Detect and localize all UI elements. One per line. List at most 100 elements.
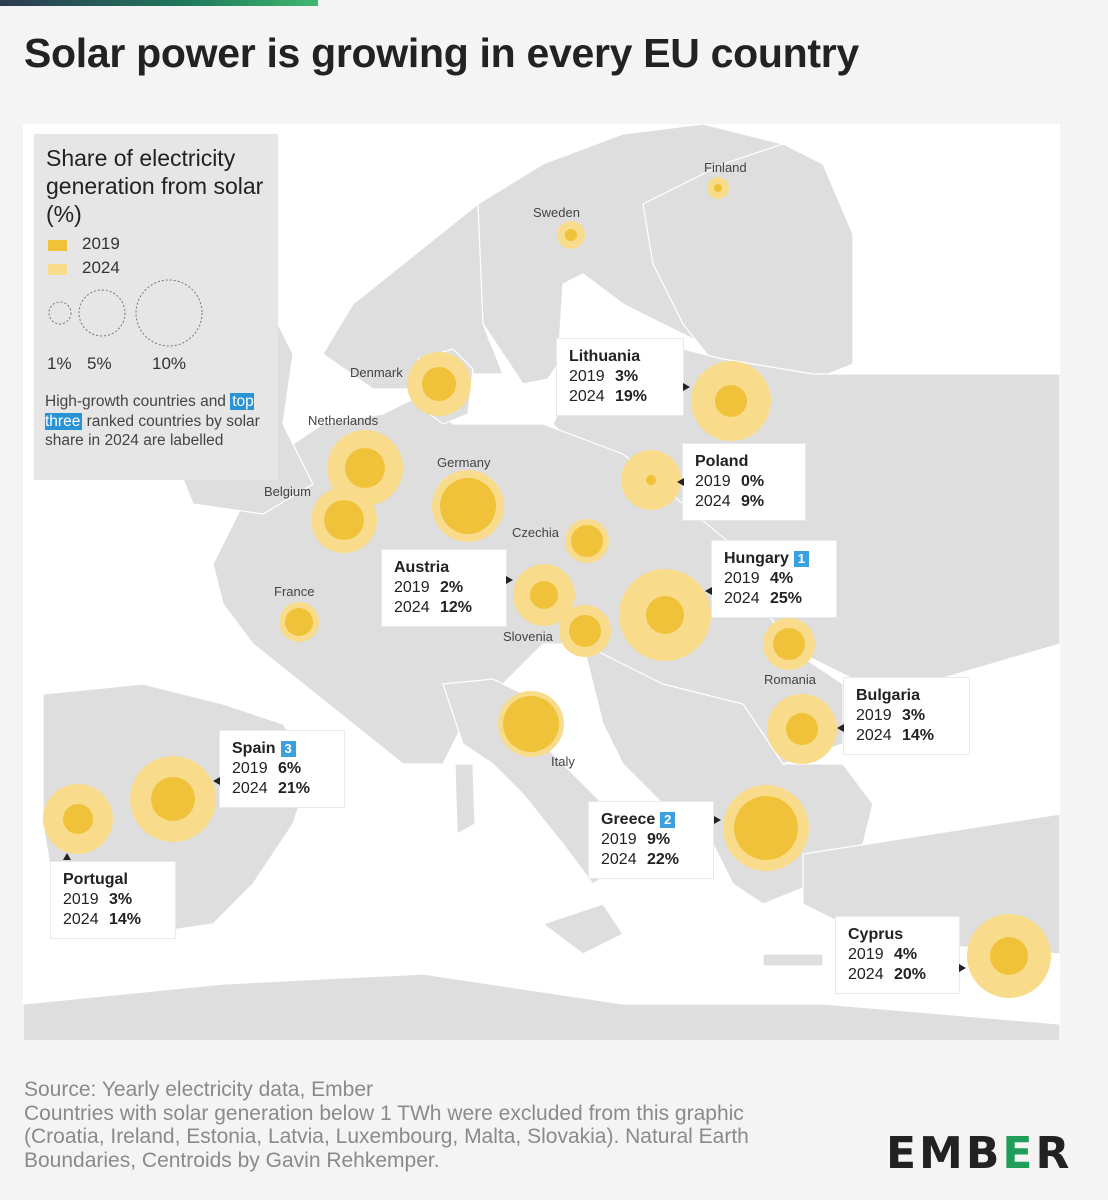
legend-note: High-growth countries and top three rank… [45, 392, 270, 451]
bubble-2019-poland [646, 475, 656, 485]
row-2019: 2019 3% [63, 891, 163, 909]
legend-circle-1pct [48, 301, 72, 325]
value-2019: 3% [902, 707, 926, 724]
country-name: Greece [601, 811, 656, 828]
bubble-2019-netherlands [345, 448, 385, 488]
row-2024: 2024 21% [232, 780, 332, 798]
year-label: 2024 [848, 966, 884, 983]
bubble-2019-cyprus [990, 937, 1028, 975]
land-sicily [541, 903, 624, 955]
logo-text-start: EMB [886, 1128, 1003, 1179]
pointer-hungary [705, 587, 712, 595]
country-name: Austria [394, 559, 450, 576]
label-czechia: Czechia [512, 525, 559, 540]
row-2019: 2019 4% [848, 946, 947, 964]
bubble-2019-sweden [565, 229, 577, 241]
value-2019: 4% [770, 570, 794, 587]
value-2019: 3% [109, 891, 133, 908]
legend-swatch-2019 [48, 240, 67, 251]
land-finland [642, 143, 854, 385]
card-title: Lithuania [569, 348, 671, 366]
card-austria: Austria 2019 2% 2024 12% [382, 550, 506, 626]
value-2024: 9% [741, 493, 765, 510]
card-spain: Spain 3 2019 6% 2024 21% [220, 731, 344, 807]
card-title: Cyprus [848, 926, 947, 944]
legend: Share of electricity generation from sol… [34, 134, 278, 480]
bubble-2019-romania [773, 628, 805, 660]
year-label: 2024 [232, 780, 268, 797]
pointer-greece [714, 816, 721, 824]
value-2019: 4% [894, 946, 918, 963]
card-cyprus: Cyprus 2019 4% 2024 20% [836, 917, 959, 993]
card-title: Greece 2 [601, 811, 701, 829]
bubble-2019-portugal [63, 804, 93, 834]
value-2019: 2% [440, 579, 464, 596]
card-title: Poland [695, 453, 793, 471]
page-title: Solar power is growing in every EU count… [24, 30, 859, 76]
card-title: Hungary 1 [724, 550, 824, 568]
row-2019: 2019 2% [394, 579, 494, 597]
bubble-2019-finland [714, 184, 722, 192]
row-2019: 2019 0% [695, 473, 793, 491]
legend-label-2019: 2019 [82, 234, 120, 253]
value-2024: 19% [615, 388, 648, 405]
bubble-2019-belgium [324, 500, 364, 540]
exclusion-note: Countries with solar generation below 1 … [24, 1101, 749, 1172]
value-2024: 14% [902, 727, 935, 744]
bubble-2019-denmark [422, 367, 456, 401]
year-label: 2019 [848, 946, 884, 963]
country-name: Poland [695, 453, 749, 470]
label-slovenia: Slovenia [503, 629, 553, 644]
label-netherlands: Netherlands [308, 413, 379, 428]
bubble-layer [43, 177, 1051, 998]
card-hungary: Hungary 1 2019 4% 2024 25% [712, 541, 836, 617]
value-2024: 22% [647, 851, 680, 868]
ember-logo: EMBER [886, 1128, 1072, 1179]
card-title: Portugal [63, 871, 163, 889]
row-2024: 2024 22% [601, 851, 701, 869]
legend-note-start: High-growth countries and [45, 393, 231, 410]
year-label: 2019 [232, 760, 268, 777]
bubble-2019-germany [440, 478, 496, 534]
year-label: 2019 [856, 707, 892, 724]
value-2019: 9% [647, 831, 671, 848]
value-2019: 6% [278, 760, 302, 777]
card-greece: Greece 2 2019 9% 2024 22% [589, 802, 713, 878]
row-2024: 2024 14% [63, 911, 163, 929]
label-sweden: Sweden [533, 205, 580, 220]
card-poland: Poland 2019 0% 2024 9% [683, 444, 805, 520]
row-2024: 2024 19% [569, 388, 671, 406]
value-2024: 25% [770, 590, 803, 607]
rank-badge: 1 [793, 551, 809, 567]
bubble-2019-france [285, 608, 313, 636]
bubble-2019-slovenia [569, 615, 601, 647]
year-label: 2024 [63, 911, 99, 928]
year-label: 2019 [695, 473, 731, 490]
pointer-poland [677, 478, 684, 486]
label-denmark: Denmark [350, 365, 403, 380]
country-name: Lithuania [569, 348, 641, 365]
rank-badge: 2 [660, 812, 676, 828]
card-title: Spain 3 [232, 740, 332, 758]
year-label: 2019 [724, 570, 760, 587]
year-label: 2024 [569, 388, 605, 405]
legend-note-end: ranked countries by solar share in 2024 … [45, 412, 260, 450]
row-2019: 2019 4% [724, 570, 824, 588]
bubble-2019-lithuania [715, 385, 747, 417]
legend-title: Share of electricity generation from sol… [46, 145, 264, 227]
year-label: 2024 [394, 599, 430, 616]
logo-text-end: R [1035, 1128, 1073, 1179]
row-2024: 2024 14% [856, 727, 957, 745]
card-title: Austria [394, 559, 494, 577]
row-2024: 2024 25% [724, 590, 824, 608]
legend-size-1pct: 1% [47, 354, 72, 373]
year-label: 2019 [569, 368, 605, 385]
pointer-spain [213, 777, 220, 785]
label-belgium: Belgium [264, 484, 311, 499]
legend-size-10pct: 10% [152, 354, 187, 373]
pointer-bulgaria [837, 724, 844, 732]
legend-label-2024: 2024 [82, 258, 120, 277]
legend-circle-10pct [135, 279, 203, 347]
bubble-2019-greece [734, 796, 798, 860]
bubble-2019-italy [503, 696, 559, 752]
